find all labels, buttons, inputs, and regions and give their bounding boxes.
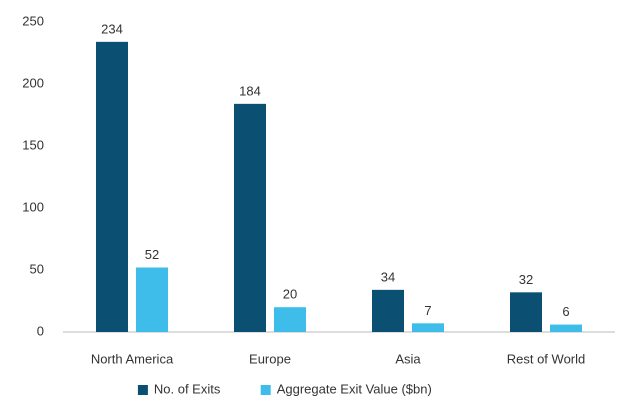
bar [372,289,404,332]
x-tick-label: North America [91,351,174,366]
x-tick-label: Europe [249,351,291,366]
x-tick-label: Rest of World [507,351,586,366]
y-tick-label: 100 [22,199,44,214]
bar [510,292,542,332]
bar [550,324,582,332]
bar [274,307,306,332]
legend-swatch [260,385,271,395]
x-tick-label: Asia [395,351,421,366]
bar [234,103,266,332]
data-label: 234 [101,21,123,36]
bar [96,41,128,333]
data-label: 32 [519,272,533,287]
y-tick-label: 50 [30,261,44,276]
y-tick-label: 0 [37,323,44,338]
data-label: 34 [381,269,395,284]
y-tick-label: 150 [22,137,44,152]
y-tick-label: 250 [22,13,44,28]
data-label: 184 [239,83,261,98]
data-label: 6 [562,304,569,319]
data-label: 20 [283,287,297,302]
data-label: 7 [424,303,431,318]
legend-label: No. of Exits [154,381,221,396]
bar [412,323,444,332]
legend-label: Aggregate Exit Value ($bn) [277,381,432,396]
legend-swatch [137,385,148,395]
y-tick-label: 200 [22,75,44,90]
bar [136,267,168,332]
data-label: 52 [145,247,159,262]
